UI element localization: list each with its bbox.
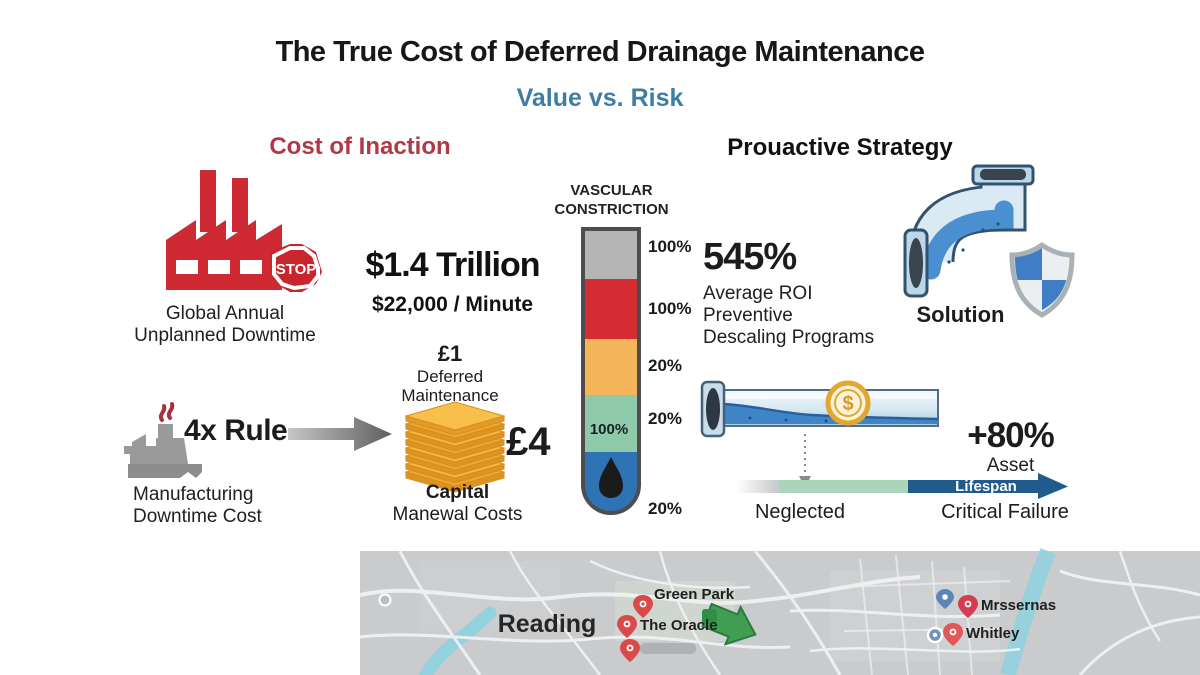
- horizontal-pipe-icon: $: [696, 380, 941, 438]
- factory-body: [166, 220, 282, 290]
- downtime-caption: Global Annual Unplanned Downtime: [134, 303, 316, 346]
- small-factory-icon: [122, 386, 214, 484]
- vascular-title: VASCULAR CONSTRICTION: [554, 182, 669, 218]
- tube-band-label: 20%: [648, 356, 683, 375]
- map-pin-icon: [958, 595, 978, 618]
- roi-stat: 545% Average ROI Preventive Descaling Pr…: [703, 236, 875, 348]
- shield-icon: [1008, 241, 1076, 318]
- timeline-arrowhead: [1038, 473, 1068, 499]
- map-pin-icon: [943, 623, 963, 646]
- downtime-rate: $22,000 / Minute: [371, 293, 534, 316]
- chimney-icon: [200, 170, 216, 232]
- river: [419, 606, 497, 675]
- map-green-marker: [702, 609, 717, 624]
- chimney-icon: [232, 178, 248, 232]
- arrow-right-icon: [288, 415, 392, 453]
- tube-band-red: [583, 279, 639, 339]
- map-city-label: Reading: [498, 610, 597, 638]
- stop-sign-icon: STOP: [270, 244, 322, 292]
- downtime-amount: $1.4 Trillion: [365, 246, 540, 284]
- dollar-coin-icon: $: [825, 380, 871, 426]
- lifespan-timeline: Lifespan: [736, 472, 1070, 500]
- lifespan-stat: +80%: [967, 416, 1055, 455]
- droplet-icon: [599, 457, 623, 498]
- reading-map: Reading Green Par: [359, 548, 1200, 675]
- tube-band-label: 100%: [648, 237, 692, 256]
- tube-band-label: 20%: [648, 499, 683, 518]
- proactive-strategy-heading: Prouactive Strategy: [727, 134, 953, 161]
- map-pin-icon: [617, 615, 637, 638]
- factory-stop-icon: STOP: [150, 164, 328, 300]
- critical-failure-label: Critical Failure: [941, 501, 1069, 523]
- cost-of-inaction-heading: Cost of Inaction: [269, 133, 451, 160]
- tube-outline: [581, 227, 641, 515]
- constriction-tube: 100%: [575, 227, 647, 519]
- timeline-blue-segment: [908, 480, 1038, 493]
- tube-band-orange: [583, 339, 639, 395]
- map-place-label: Mrssernas: [981, 597, 1056, 614]
- tube-band-label: 100%: [648, 299, 692, 318]
- pipe-water: [921, 200, 1014, 280]
- four-x-rule-label: 4x Rule: [184, 414, 288, 447]
- solution-label: Solution: [916, 302, 1005, 327]
- river: [1000, 548, 1056, 675]
- svg-text:$: $: [842, 393, 853, 415]
- page-subtitle: Value vs. Risk: [516, 84, 684, 112]
- asset-label: Asset: [986, 455, 1035, 476]
- map-pin-icon: [633, 595, 653, 618]
- tube-band-teal: [583, 395, 639, 452]
- manufacturing-caption: Manufacturing Downtime Cost: [133, 484, 262, 527]
- renewal-amount: £4: [506, 420, 551, 464]
- tube-band-label: 20%: [648, 409, 683, 428]
- tube-inner-label: 100%: [590, 421, 628, 438]
- map-place-label: Green Park: [654, 586, 735, 603]
- page-title: The True Cost of Deferred Drainage Maint…: [275, 36, 925, 68]
- map-pin-icon: [620, 639, 640, 662]
- coin-stack-icon: [402, 401, 508, 493]
- map-roads: [359, 550, 1200, 675]
- timeline-green-segment: [780, 480, 908, 493]
- map-place-label: The Oracle: [640, 617, 718, 634]
- deferred-maintenance-label: £1 Deferred Maintenance: [401, 341, 499, 405]
- map-junction-marker: [378, 593, 392, 607]
- pipe-elbow-icon: [903, 158, 1053, 308]
- tube-band-gray: [583, 231, 639, 279]
- map-blue-pin-icon: [936, 589, 954, 609]
- neglected-label: Neglected: [754, 501, 846, 523]
- capital-caption: Capital Manewal Costs: [392, 482, 523, 525]
- illegible-place-label: [640, 643, 696, 654]
- smoke-icon: [158, 402, 175, 422]
- lifespan-label: Lifespan: [955, 478, 1017, 495]
- map-place-label: Whitley: [966, 625, 1020, 642]
- svg-text:STOP: STOP: [276, 261, 317, 278]
